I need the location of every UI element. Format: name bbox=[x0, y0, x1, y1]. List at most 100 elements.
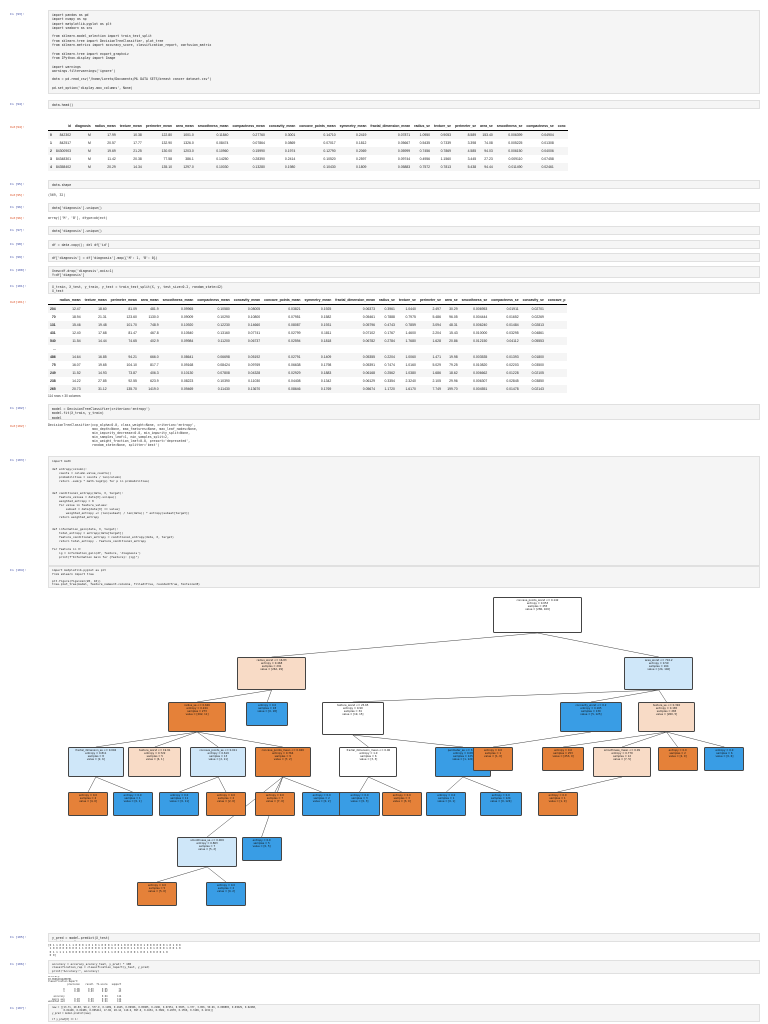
tree-node: fractal_dimension_se <= 0.004 entropy = … bbox=[68, 747, 124, 777]
tree-node: entropy = 0.0 samples = 2 value = [0, 2] bbox=[301, 792, 342, 816]
table-cell: 0.08474 bbox=[216, 141, 229, 145]
table-row: 486 14.64 16.85 94.21 666.0 0.08641 0.06698 0.0… bbox=[48, 353, 568, 361]
table-cell: 0.08646 bbox=[262, 385, 303, 393]
table-cell: 0.10800 bbox=[247, 315, 261, 319]
tree-edge bbox=[666, 731, 678, 748]
table-cell: 0.9053 bbox=[432, 130, 453, 139]
table-cell: 842517 bbox=[59, 141, 71, 145]
table-cell: 0.06698 bbox=[195, 353, 232, 361]
code-input[interactable]: df = data.copy(); del df['id'] bbox=[48, 240, 760, 249]
table-cell: 77.58 bbox=[163, 157, 173, 161]
code-input[interactable]: data.shape bbox=[48, 180, 760, 189]
tree-edge bbox=[621, 731, 667, 748]
table-cell: 20.73 bbox=[57, 385, 83, 393]
input-prompt: In [94]: bbox=[10, 102, 25, 106]
table-cell: 0.10920 bbox=[160, 321, 196, 329]
table-cell bbox=[443, 345, 460, 353]
table-cell: 623.9 bbox=[150, 379, 159, 383]
table-cell: 0.07017 bbox=[323, 141, 336, 145]
table-cell: 94.21 bbox=[108, 353, 139, 361]
column-header: area_mean bbox=[174, 122, 196, 131]
tree-node: entropy = 0.0 samples = 1 value = [1, 0] bbox=[472, 747, 514, 771]
column-header: texture_se bbox=[432, 122, 453, 131]
column-header: radius_se bbox=[377, 296, 397, 305]
tree-node: entropy = 0.0 samples = 5 value = [5, 0] bbox=[137, 882, 178, 906]
code-input[interactable]: X_train, X_test, y_train, y_test = train… bbox=[48, 282, 760, 294]
code-input[interactable]: import matplotlib.pyplot as plt from skl… bbox=[48, 566, 760, 588]
table-cell: 0.1980 bbox=[266, 163, 298, 171]
table-cell: 0.07951 bbox=[288, 315, 301, 319]
code-input[interactable]: data.head() bbox=[48, 100, 760, 109]
tree-node: radius_se <= 0.626 entropy = 0.244 sampl… bbox=[168, 702, 226, 732]
tree-edge bbox=[274, 776, 283, 793]
table-cell bbox=[546, 345, 568, 353]
table-cell: 0.1931 bbox=[302, 321, 334, 329]
input-prompt: In [96]: bbox=[10, 205, 25, 209]
tree-edge bbox=[446, 776, 464, 793]
table-cell: 84358402 bbox=[53, 163, 73, 171]
tree-node: entropy = 0.0 samples = 5 value = [0, 5] bbox=[241, 837, 282, 861]
table-cell: 29.96 bbox=[449, 379, 458, 383]
table-cell: 0.4956 bbox=[419, 157, 431, 161]
tree-node: entropy = 0.0 samples = 1 value = [0, 1] bbox=[112, 792, 153, 816]
row-index: 249 bbox=[48, 369, 58, 377]
table-cell: 0.13280 bbox=[230, 163, 267, 171]
table-cell bbox=[545, 321, 568, 329]
column-header: smoothness_mean bbox=[195, 122, 231, 131]
code-input[interactable]: accuracy = accuracy_score(y_test, y_pred… bbox=[48, 960, 760, 974]
table-cell: 0.08087 bbox=[262, 321, 303, 329]
table-cell: 92.55 bbox=[128, 379, 137, 383]
table-cell: 0.02813 bbox=[520, 321, 546, 329]
tree-node: entropy = 0.0 samples = 2 value = [0, 2] bbox=[205, 882, 247, 906]
table-cell bbox=[333, 345, 377, 353]
table-cell bbox=[555, 130, 568, 139]
table-cell: 135.70 bbox=[108, 385, 139, 393]
tree-node: smoothness_mean <= 0.09 entropy = 0.779 … bbox=[593, 747, 651, 777]
code-input[interactable]: new = [[13.71, 20.83, 90.2, 577.9, 0.118… bbox=[48, 1004, 760, 1022]
table-cell: 0.09168 bbox=[181, 363, 194, 367]
table-cell: 0.1811 bbox=[321, 331, 332, 335]
table-cell: 5.438 bbox=[452, 163, 479, 171]
code-input[interactable]: import math def entropy(column): counts … bbox=[48, 456, 760, 566]
table-cell: 0.05391 bbox=[362, 363, 376, 367]
code-input[interactable]: data['diagnosis'].unique() bbox=[48, 203, 760, 212]
table-cell: 0.2204 bbox=[377, 353, 397, 361]
table-row: 2 84300903 M 19.69 21.25 130.00 1203.0 0.10960 0… bbox=[48, 147, 568, 155]
column-header: concave_points_mean bbox=[297, 122, 338, 131]
code-input[interactable]: data['diagnosis'].unique() bbox=[48, 226, 760, 235]
table-cell: 0.11840 bbox=[195, 130, 231, 139]
table-cell: 0.12790 bbox=[297, 147, 338, 155]
table-cell: 0.13160 bbox=[217, 331, 230, 335]
row-index: 204 bbox=[48, 304, 58, 313]
table-cell: M bbox=[72, 130, 93, 139]
table-row: 4 84358402 M 20.29 14.34 135.10 1297.0 0.10030 0… bbox=[48, 163, 568, 171]
table-cell: 0.08641 bbox=[160, 353, 196, 361]
code-input[interactable]: import pandas as pd import numpy as np i… bbox=[48, 10, 760, 94]
tree-node: fractal_dimension_mean <= 0.06 entropy =… bbox=[339, 747, 398, 777]
table-cell bbox=[109, 345, 139, 353]
tree-edge bbox=[95, 731, 198, 748]
table-cell: 153.40 bbox=[478, 130, 495, 139]
table-cell: 1.1560 bbox=[440, 157, 451, 161]
table-cell: 4.585 bbox=[452, 147, 479, 155]
table-cell: 0.10390 bbox=[217, 379, 230, 383]
code-input[interactable]: df['diagnosis'] = df['diagnosis'].map({'… bbox=[48, 253, 760, 262]
table-cell: 0.02269 bbox=[531, 315, 544, 319]
table-cell: 0.05192 bbox=[231, 353, 263, 361]
row-index: 431 bbox=[50, 331, 56, 335]
tree-node: entropy = 0.0 samples = 11 value = [0, 1… bbox=[159, 792, 200, 816]
table-cell: 1.0950 bbox=[412, 130, 433, 139]
table-cell: 0.7813 bbox=[432, 163, 453, 171]
table-cell bbox=[377, 345, 397, 353]
code-input[interactable]: y_pred = model.predict(X_test) print(y_p… bbox=[48, 933, 760, 942]
tree-node: entropy = 0.0 samples = 2 value = [2, 0] bbox=[205, 792, 247, 816]
column-header: smoothness_mean bbox=[160, 296, 196, 305]
table-cell: 0.03295 bbox=[506, 331, 519, 335]
table-cell: 74.65 bbox=[108, 337, 139, 345]
code-input[interactable]: model = DecisionTreeClassifier(criterion… bbox=[48, 404, 760, 420]
table-cell: 1.628 bbox=[417, 337, 443, 345]
code-input[interactable]: Xnew=df.drop('diagnosis',axis=1) Y=df['d… bbox=[48, 266, 760, 278]
column-header: perimeter_mean bbox=[108, 296, 139, 305]
table-cell: 0.010820 bbox=[473, 363, 488, 367]
table-cell: 0.04861 bbox=[531, 331, 544, 335]
